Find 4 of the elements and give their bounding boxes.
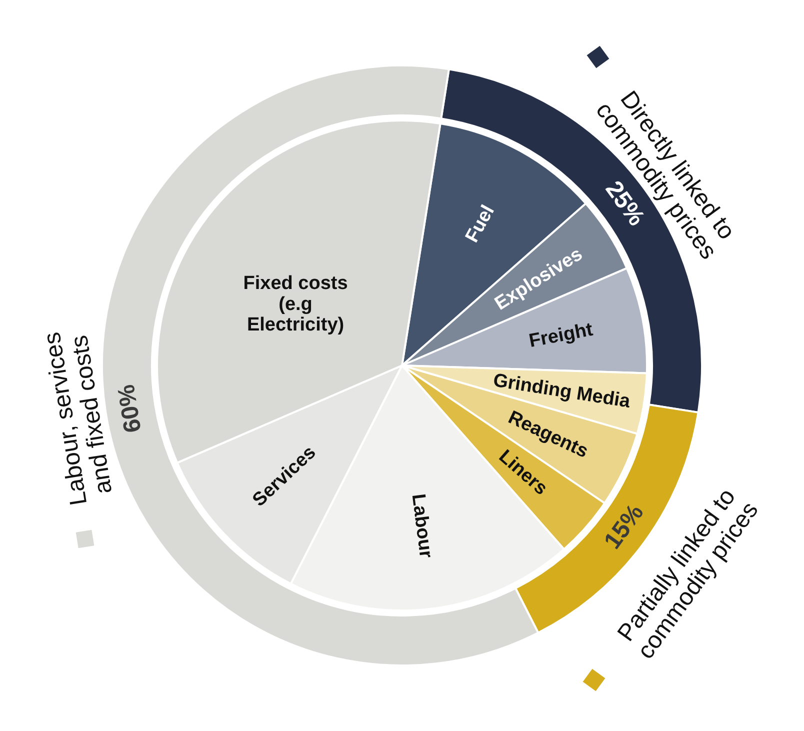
slice-label: Labour bbox=[407, 492, 436, 560]
slice-label: Fuel bbox=[462, 202, 499, 246]
slice-label: Fixed costs (e.g Electricity) bbox=[243, 272, 348, 336]
slice-label: Freight bbox=[527, 319, 596, 352]
